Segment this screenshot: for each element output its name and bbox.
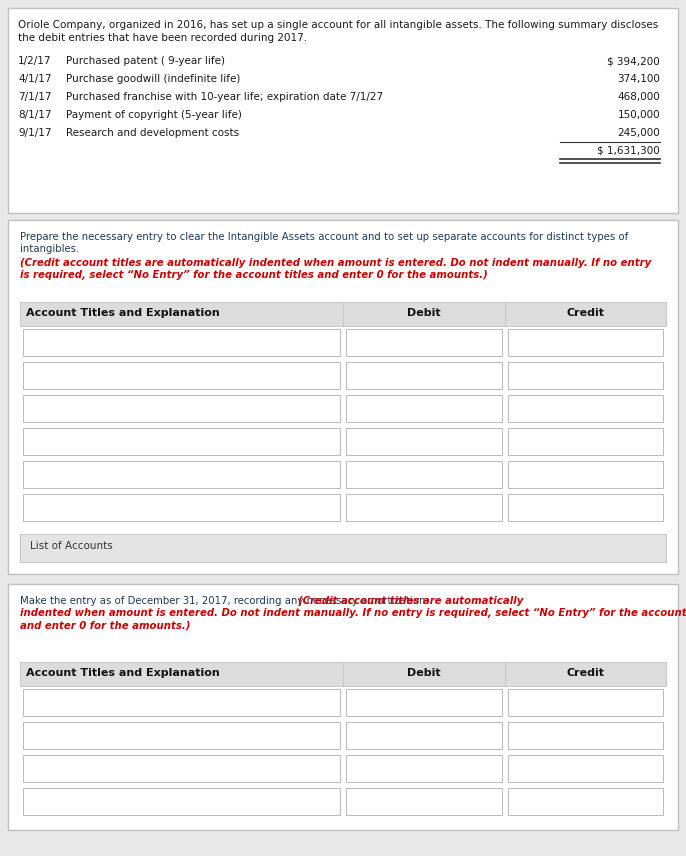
Bar [8, 8, 678, 213]
Bar [23, 461, 340, 488]
Text: Prepare the necessary entry to clear the Intangible Assets account and to set up: Prepare the necessary entry to clear the… [20, 232, 628, 242]
Bar [346, 395, 501, 422]
Bar [8, 584, 678, 830]
Bar [508, 755, 663, 782]
Bar [508, 362, 663, 389]
Bar [508, 722, 663, 749]
Bar [508, 788, 663, 815]
Text: Purchased franchise with 10-year life; expiration date 7/1/27: Purchased franchise with 10-year life; e… [66, 92, 383, 102]
Bar [508, 689, 663, 716]
Text: 150,000: 150,000 [617, 110, 660, 120]
Text: Purchased patent ( 9-year life): Purchased patent ( 9-year life) [66, 56, 225, 66]
Bar [20, 534, 666, 562]
Bar [346, 494, 501, 521]
Bar [23, 494, 340, 521]
Text: Debit: Debit [407, 308, 440, 318]
Text: 245,000: 245,000 [617, 128, 660, 138]
Text: Purchase goodwill (indefinite life): Purchase goodwill (indefinite life) [66, 74, 240, 84]
Text: Credit: Credit [566, 668, 604, 678]
Bar [23, 428, 340, 455]
Bar [346, 788, 501, 815]
Text: Account Titles and Explanation: Account Titles and Explanation [26, 308, 220, 318]
Text: is required, select “No Entry” for the account titles and enter 0 for the amount: is required, select “No Entry” for the a… [20, 270, 488, 280]
Bar [8, 220, 678, 574]
Text: 1/2/17: 1/2/17 [18, 56, 51, 66]
Text: 4/1/17: 4/1/17 [18, 74, 51, 84]
Text: $ 394,200: $ 394,200 [607, 56, 660, 66]
Bar [23, 689, 340, 716]
Bar [23, 788, 340, 815]
Bar [20, 302, 666, 326]
Text: 9/1/17: 9/1/17 [18, 128, 51, 138]
Bar [508, 428, 663, 455]
Bar [23, 755, 340, 782]
Text: $ 1,631,300: $ 1,631,300 [598, 145, 660, 155]
Bar [23, 329, 340, 356]
Bar [20, 662, 666, 686]
Bar [23, 362, 340, 389]
Bar [508, 461, 663, 488]
Text: 374,100: 374,100 [617, 74, 660, 84]
Bar [508, 395, 663, 422]
Text: indented when amount is entered. Do not indent manually. If no entry is required: indented when amount is entered. Do not … [20, 608, 686, 618]
Text: Account Titles and Explanation: Account Titles and Explanation [26, 668, 220, 678]
Text: intangibles.: intangibles. [20, 244, 80, 254]
Bar [346, 329, 501, 356]
Text: the debit entries that have been recorded during 2017.: the debit entries that have been recorde… [18, 33, 307, 43]
Text: 7/1/17: 7/1/17 [18, 92, 51, 102]
Bar [346, 428, 501, 455]
Text: List of Accounts: List of Accounts [30, 541, 113, 551]
Text: 468,000: 468,000 [617, 92, 660, 102]
Text: Oriole Company, organized in 2016, has set up a single account for all intangibl: Oriole Company, organized in 2016, has s… [18, 20, 659, 30]
Bar [508, 329, 663, 356]
Text: (Credit account titles are automatically indented when amount is entered. Do not: (Credit account titles are automatically… [20, 258, 651, 268]
Bar [346, 689, 501, 716]
Text: Payment of copyright (5-year life): Payment of copyright (5-year life) [66, 110, 242, 120]
Text: Make the entry as of December 31, 2017, recording any necessary amortization.: Make the entry as of December 31, 2017, … [20, 596, 429, 606]
Text: Credit: Credit [566, 308, 604, 318]
Bar [23, 395, 340, 422]
Text: 8/1/17: 8/1/17 [18, 110, 51, 120]
Bar [346, 362, 501, 389]
Bar [346, 722, 501, 749]
Bar [23, 722, 340, 749]
Text: Debit: Debit [407, 668, 440, 678]
Text: Research and development costs: Research and development costs [66, 128, 239, 138]
Text: (Credit account titles are automatically: (Credit account titles are automatically [298, 596, 523, 606]
Bar [508, 494, 663, 521]
Bar [346, 755, 501, 782]
Text: and enter 0 for the amounts.): and enter 0 for the amounts.) [20, 620, 191, 630]
Bar [346, 461, 501, 488]
